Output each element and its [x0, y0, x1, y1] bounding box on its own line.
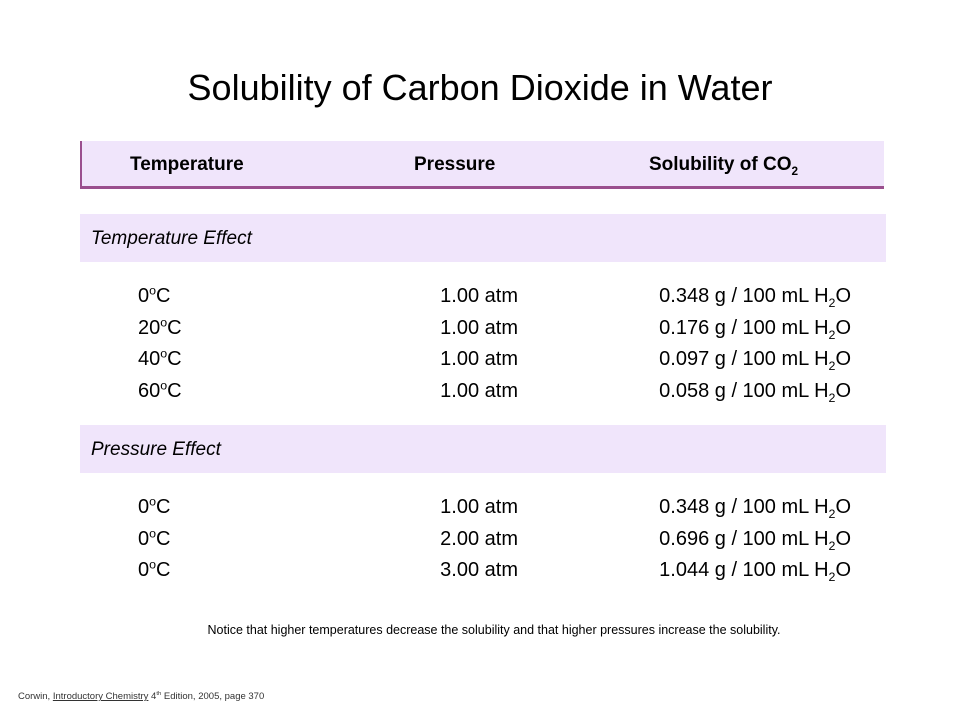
citation-book: Introductory Chemistry [52, 691, 149, 702]
sol-value: 0.348 g / 100 mL H [659, 496, 829, 518]
sol-value: 0.176 g / 100 mL H [659, 316, 829, 339]
temp-value: 0 [138, 559, 150, 581]
temp-unit: C [156, 285, 171, 307]
sol-subscript: 2 [828, 390, 836, 405]
cell-temperature: 0oC [138, 557, 171, 582]
degree-mark: o [160, 377, 168, 392]
temp-value: 40 [138, 348, 161, 370]
cell-pressure: 1.00 atm [440, 285, 518, 307]
cell-solubility: 0.696 g / 100 mL H2O [560, 527, 851, 553]
sol-value: 0.348 g / 100 mL H [659, 285, 829, 307]
degree-mark: o [160, 346, 168, 361]
degree-mark: o [149, 494, 157, 509]
header-solubility-text: Solubility of CO [649, 154, 792, 175]
sol-value: 0.058 g / 100 mL H [659, 379, 829, 402]
sol-tail: O [835, 316, 851, 339]
sol-tail: O [835, 527, 851, 550]
header-temperature: Temperature [130, 154, 244, 175]
cell-temperature: 60oC [138, 377, 182, 403]
footnote: Notice that higher temperatures decrease… [207, 623, 781, 637]
table-row: 0oC 3.00 atm 1.044 g / 100 mL H2O [0, 557, 960, 589]
table-row: 0oC 1.00 atm 0.348 g / 100 mL H2O [0, 494, 960, 526]
sol-subscript: 2 [828, 507, 836, 521]
cell-pressure: 1.00 atm [440, 379, 518, 402]
citation-edition-num: 4 [148, 691, 157, 702]
sol-tail: O [835, 496, 851, 518]
sol-subscript: 2 [828, 359, 836, 373]
temp-value: 20 [138, 316, 161, 339]
cell-temperature: 40oC [138, 346, 182, 371]
temp-value: 0 [138, 527, 150, 550]
cell-pressure: 1.00 atm [440, 316, 518, 339]
cell-solubility: 0.348 g / 100 mL H2O [560, 496, 851, 521]
table-row: 0oC 1.00 atm 0.348 g / 100 mL H2O [0, 283, 960, 315]
temp-unit: C [156, 496, 171, 518]
section-band-temperature: Temperature Effect [80, 214, 886, 262]
header-solubility-sub: 2 [791, 164, 799, 178]
cell-temperature: 0oC [138, 494, 171, 519]
cell-pressure: 2.00 atm [440, 527, 518, 550]
sol-tail: O [835, 559, 851, 581]
section-band-pressure: Pressure Effect [80, 425, 886, 473]
table-row: 60oC 1.00 atm 0.058 g / 100 mL H2O [0, 377, 960, 410]
temp-unit: C [167, 316, 182, 339]
degree-mark: o [149, 283, 157, 298]
sol-value: 1.044 g / 100 mL H [659, 559, 829, 581]
temp-value: 0 [138, 285, 150, 307]
citation: Corwin, Introductory Chemistry 4th Editi… [18, 691, 264, 702]
slide-title: Solubility of Carbon Dioxide in Water [187, 67, 773, 108]
sol-value: 0.097 g / 100 mL H [659, 348, 829, 370]
temp-value: 60 [138, 379, 161, 402]
table-row: 20oC 1.00 atm 0.176 g / 100 mL H2O [0, 314, 960, 347]
temp-unit: C [167, 348, 182, 370]
cell-solubility: 0.058 g / 100 mL H2O [560, 379, 851, 405]
cell-pressure: 3.00 atm [440, 559, 518, 581]
citation-edition-sup: th [156, 690, 162, 697]
sol-value: 0.696 g / 100 mL H [659, 527, 829, 550]
degree-mark: o [160, 314, 168, 329]
cell-temperature: 20oC [138, 314, 182, 340]
temp-unit: C [156, 527, 171, 550]
degree-mark: o [149, 525, 157, 540]
citation-rest: Edition, 2005, page 370 [161, 691, 265, 702]
sol-tail: O [835, 285, 851, 307]
cell-solubility: 1.044 g / 100 mL H2O [560, 559, 851, 584]
table-header: Temperature Pressure Solubility of CO2 [80, 141, 884, 189]
cell-pressure: 1.00 atm [440, 348, 518, 370]
sol-tail: O [835, 348, 851, 370]
table-row: 40oC 1.00 atm 0.097 g / 100 mL H2O [0, 346, 960, 378]
degree-mark: o [149, 557, 157, 572]
sol-subscript: 2 [828, 538, 836, 553]
section-label: Temperature Effect [91, 228, 252, 249]
header-solubility: Solubility of CO2 [649, 154, 799, 178]
cell-pressure: 1.00 atm [440, 496, 518, 518]
cell-solubility: 0.348 g / 100 mL H2O [560, 285, 851, 310]
cell-solubility: 0.097 g / 100 mL H2O [560, 348, 851, 373]
sol-subscript: 2 [828, 570, 836, 584]
temp-unit: C [156, 559, 171, 581]
cell-solubility: 0.176 g / 100 mL H2O [560, 316, 851, 342]
cell-temperature: 0oC [138, 283, 171, 308]
sol-subscript: 2 [828, 327, 836, 342]
cell-temperature: 0oC [138, 525, 171, 551]
temp-value: 0 [138, 496, 150, 518]
header-pressure: Pressure [414, 154, 496, 175]
section-label: Pressure Effect [91, 439, 221, 460]
citation-author: Corwin, [18, 691, 53, 702]
temp-unit: C [167, 379, 182, 402]
sol-tail: O [835, 379, 851, 402]
sol-subscript: 2 [828, 296, 836, 310]
table-row: 0oC 2.00 atm 0.696 g / 100 mL H2O [0, 525, 960, 558]
